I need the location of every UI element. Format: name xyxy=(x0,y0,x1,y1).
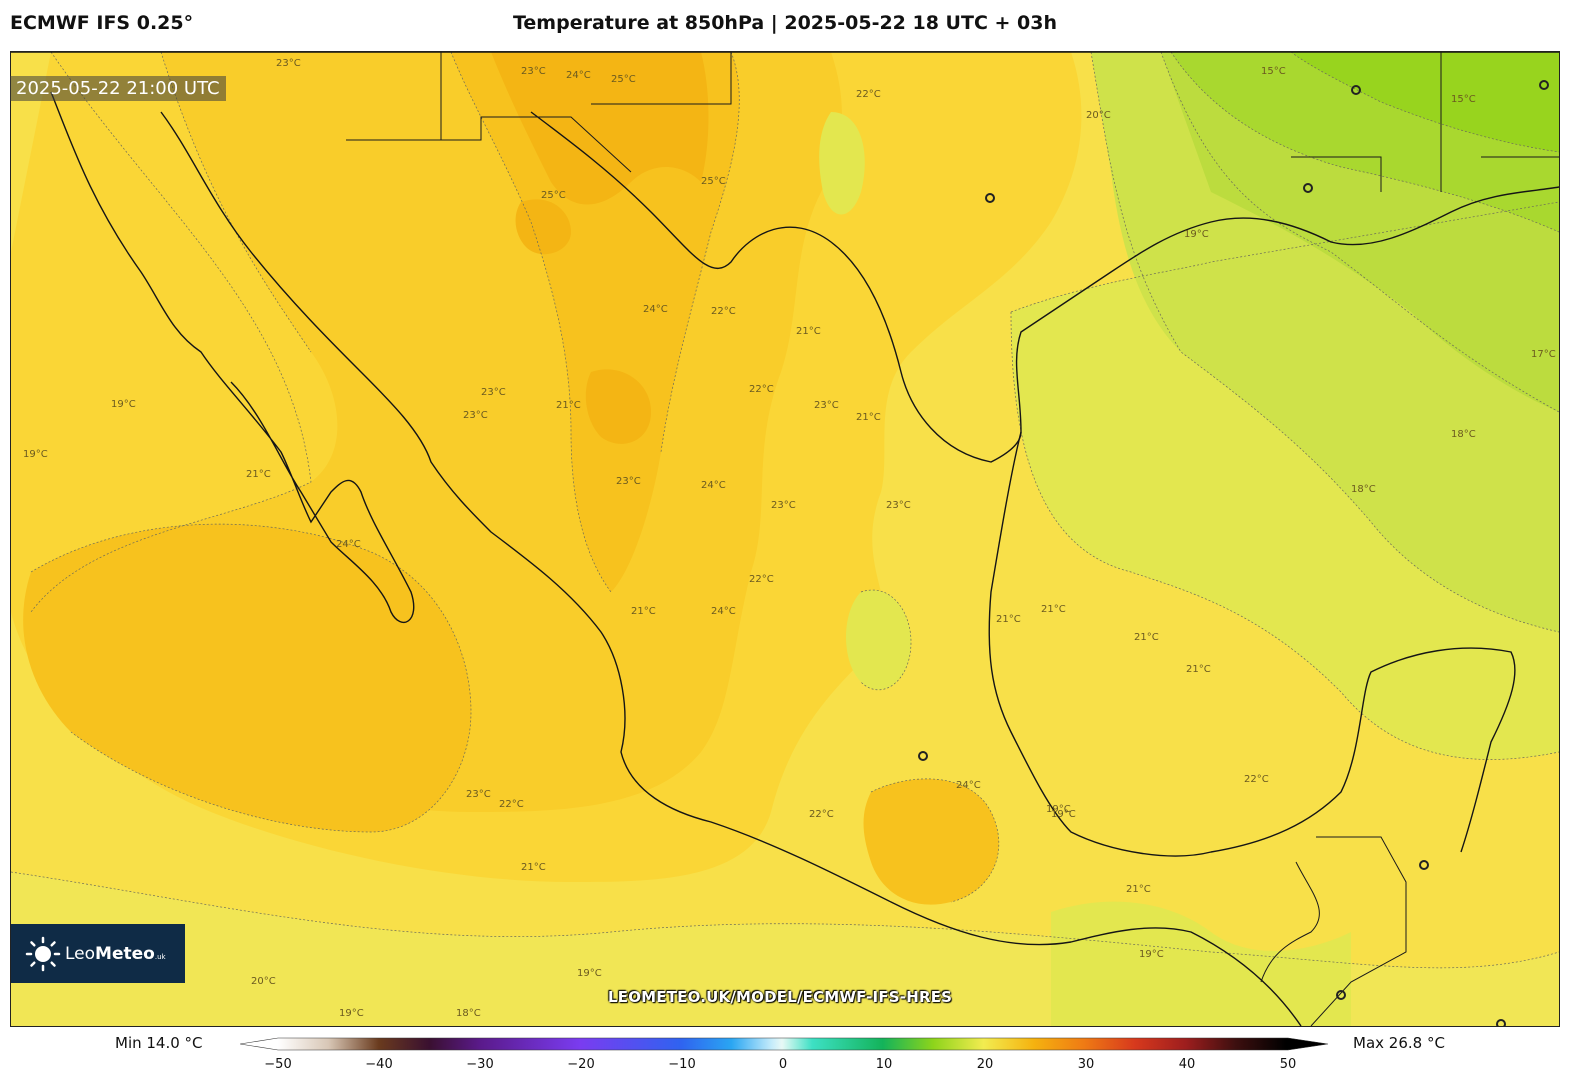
field-24c-interior xyxy=(451,52,740,592)
contour-label: 24°C xyxy=(701,480,726,491)
field-24c-south xyxy=(863,778,999,905)
contour-label: 22°C xyxy=(711,306,736,317)
colorbar-tick-label: −10 xyxy=(668,1057,696,1072)
contour-label: 21°C xyxy=(1126,884,1151,895)
contour-label: 21°C xyxy=(1186,664,1211,675)
contour-label: 21°C xyxy=(1134,632,1159,643)
contour-label: 24°C xyxy=(711,606,736,617)
contour-label: 15°C xyxy=(1451,94,1476,105)
isotherms xyxy=(11,52,1559,969)
borders xyxy=(346,52,1559,1026)
colorbar-tick-label: 50 xyxy=(1279,1057,1297,1072)
contour-label: 22°C xyxy=(1244,774,1269,785)
contour-label: 23°C xyxy=(521,66,546,77)
contour-label: 23°C xyxy=(463,410,488,421)
contour-labels: 23°C 23°C 24°C 25°C 25°C 25°C 22°C 22°C … xyxy=(23,58,1556,1019)
contour-label: 21°C xyxy=(1041,604,1066,615)
colorbar-tick-label: 40 xyxy=(1178,1057,1196,1072)
contour-label: 24°C xyxy=(336,539,361,550)
contour-label: 22°C xyxy=(749,384,774,395)
contour-label: 23°C xyxy=(276,58,301,69)
contour-label: 22°C xyxy=(809,809,834,820)
colorbar-tick-label: −50 xyxy=(264,1057,292,1072)
contour-label: 19°C xyxy=(23,449,48,460)
source-url: LEOMETEO.UK/MODEL/ECMWF-IFS-HRES xyxy=(608,988,953,1006)
contour-label: 19°C xyxy=(1051,809,1076,820)
model-name: ECMWF IFS 0.25° xyxy=(10,12,194,34)
contour-label: 21°C xyxy=(856,412,881,423)
contour-label: 24°C xyxy=(566,70,591,81)
field-25c-c xyxy=(515,199,571,255)
contour-label: 22°C xyxy=(499,799,524,810)
sun-icon xyxy=(25,936,61,972)
contour-label: 23°C xyxy=(771,500,796,511)
contour-label: 25°C xyxy=(541,190,566,201)
contour-label: 18°C xyxy=(1351,484,1376,495)
contour-label: 19°C xyxy=(1184,229,1209,240)
field-25c xyxy=(491,52,709,205)
colorbar-tick-label: 30 xyxy=(1077,1057,1095,1072)
coastlines xyxy=(11,52,1559,1026)
contour-label: 15°C xyxy=(1261,66,1286,77)
contour-label: 17°C xyxy=(1531,349,1556,360)
colorbar-tick-label: −20 xyxy=(567,1057,595,1072)
contour-label: 19°C xyxy=(339,1008,364,1019)
contour-label: 21°C xyxy=(521,862,546,873)
contour-label: 23°C xyxy=(481,387,506,398)
field-19c-north xyxy=(819,112,865,215)
contour-label: 24°C xyxy=(956,780,981,791)
contour-label: 21°C xyxy=(556,400,581,411)
logo-wordmark: LeoMeteo.uk xyxy=(65,943,166,964)
colorbar-gradient xyxy=(240,1037,1329,1051)
colorbar-tick-label: 0 xyxy=(778,1057,788,1072)
contour-label: 20°C xyxy=(1086,110,1111,121)
colorbar xyxy=(240,1037,1329,1051)
contour-label: 21°C xyxy=(246,469,271,480)
contour-label: 25°C xyxy=(611,74,636,85)
contour-label: 18°C xyxy=(1451,429,1476,440)
valid-time-badge: 2025-05-22 21:00 UTC xyxy=(10,76,226,101)
contour-label: 22°C xyxy=(856,89,881,100)
field-25c-b xyxy=(585,369,651,444)
map-canvas: 23°C 23°C 24°C 25°C 25°C 25°C 22°C 22°C … xyxy=(11,52,1559,1026)
contour-label: 24°C xyxy=(643,304,668,315)
field-15c xyxy=(1291,52,1559,152)
colorbar-tick-label: 20 xyxy=(976,1057,994,1072)
contour-label: 22°C xyxy=(749,574,774,585)
temperature-map: 23°C 23°C 24°C 25°C 25°C 25°C 22°C 22°C … xyxy=(10,51,1560,1027)
field-24c-pacific xyxy=(23,524,472,832)
colorbar-min-label: Min 14.0 °C xyxy=(115,1034,203,1052)
contour-label: 18°C xyxy=(456,1008,481,1019)
city-markers xyxy=(918,80,1549,1026)
contour-label: 19°C xyxy=(577,968,602,979)
contour-label: 21°C xyxy=(796,326,821,337)
contour-label: 23°C xyxy=(466,789,491,800)
colorbar-tick-label: −40 xyxy=(365,1057,393,1072)
field-19c-central xyxy=(846,590,911,690)
contour-label: 21°C xyxy=(996,614,1021,625)
contour-label: 23°C xyxy=(886,500,911,511)
contour-label: 19°C xyxy=(111,399,136,410)
colorbar-max-label: Max 26.8 °C xyxy=(1353,1034,1445,1052)
contour-label: 23°C xyxy=(814,400,839,411)
contour-label: 23°C xyxy=(616,476,641,487)
contour-label: 21°C xyxy=(631,606,656,617)
contour-label: 19°C xyxy=(1139,949,1164,960)
contour-label: 19°C xyxy=(1046,804,1071,815)
colorbar-tick-label: 10 xyxy=(875,1057,893,1072)
leometeo-logo: LeoMeteo.uk xyxy=(11,924,185,983)
contour-label: 25°C xyxy=(701,176,726,187)
chart-title: Temperature at 850hPa | 2025-05-22 18 UT… xyxy=(512,12,1058,34)
contour-label: 20°C xyxy=(251,976,276,987)
colorbar-tick-label: −30 xyxy=(466,1057,494,1072)
